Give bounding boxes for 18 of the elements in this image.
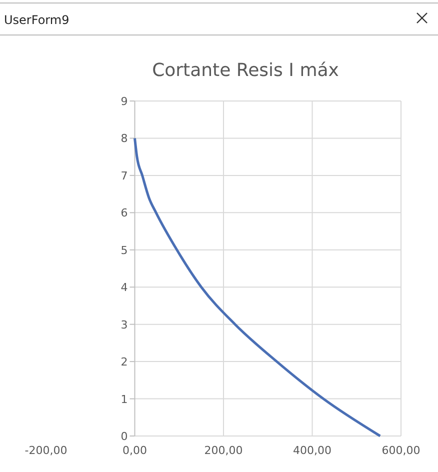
line-series [134,136,382,438]
chart-title: Cortante Resis I máx [152,60,340,81]
y-tick-label: 9 [120,95,128,108]
y-tick-label: 2 [120,356,128,369]
y-tick-label: 3 [120,318,128,332]
y-tick-label: 7 [120,169,128,182]
y-tick-label: 5 [120,244,128,257]
y-tick-label: 1 [120,392,128,406]
x-tick-label: 200,00 [204,444,243,457]
x-tick-label: 600,00 [382,444,420,457]
y-tick-label: 8 [120,132,128,146]
text: UserForm9 [4,13,70,27]
x-tick-label: 0,00 [122,444,147,457]
x-tick-label: -200,00 [24,444,68,457]
y-tick-label: 0 [120,430,128,443]
x-tick-label: 400,00 [293,444,332,457]
y-tick-label: 4 [120,281,128,294]
y-tick-label: 6 [120,206,128,220]
